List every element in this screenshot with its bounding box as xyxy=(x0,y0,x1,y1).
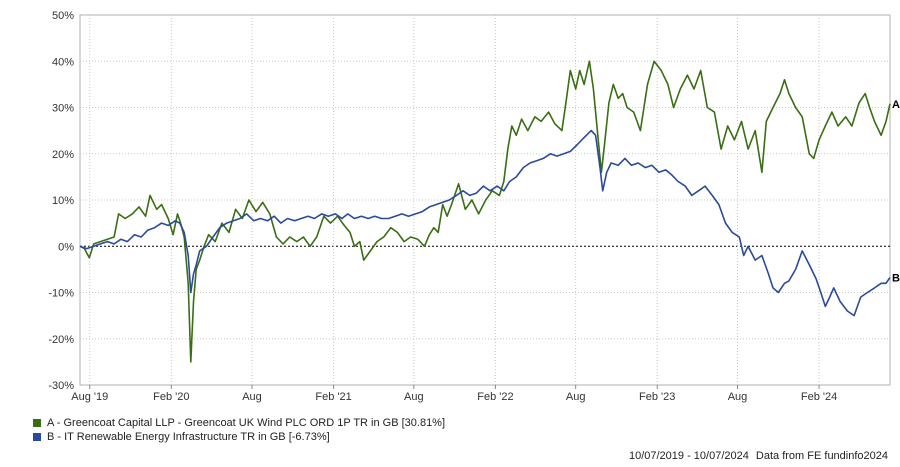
series-line-a xyxy=(79,60,891,363)
legend-label-b: B - IT Renewable Energy Infrastructure T… xyxy=(47,431,330,443)
footer-date-range: 10/07/2019 - 10/07/2024 xyxy=(628,450,749,462)
legend-swatch-a xyxy=(33,419,41,427)
legend-item-a: A - Greencoat Capital LLP - Greencoat UK… xyxy=(33,416,445,430)
chart-footer: 10/07/2019 - 10/07/2024 Data from FE fun… xyxy=(0,450,888,462)
legend-item-b: B - IT Renewable Energy Infrastructure T… xyxy=(33,430,445,444)
y-tick-label: 0% xyxy=(58,241,74,253)
x-tick-label: Feb '23 xyxy=(639,391,675,403)
x-tick-label: Feb '20 xyxy=(153,391,189,403)
x-tick-label: Feb '21 xyxy=(315,391,351,403)
legend-label-a: A - Greencoat Capital LLP - Greencoat UK… xyxy=(47,417,446,429)
x-tick-label: Feb '22 xyxy=(477,391,513,403)
series-line-b xyxy=(79,129,891,317)
series-end-label-a: A xyxy=(892,99,900,111)
y-tick-label: -10% xyxy=(48,288,74,300)
x-tick-label: Aug xyxy=(404,391,424,403)
y-tick-label: 20% xyxy=(52,149,74,161)
y-tick-label: 10% xyxy=(52,195,74,207)
y-tick-label: -20% xyxy=(48,334,74,346)
x-tick-label: Aug '19 xyxy=(71,391,108,403)
y-tick-label: 30% xyxy=(52,103,74,115)
series-end-label-b: B xyxy=(892,272,900,284)
y-tick-label: 40% xyxy=(52,56,74,68)
x-tick-label: Aug xyxy=(566,391,586,403)
chart-legend: A - Greencoat Capital LLP - Greencoat UK… xyxy=(33,416,445,444)
x-tick-label: Aug xyxy=(728,391,748,403)
y-tick-label: -30% xyxy=(48,380,74,392)
footer-source: Data from FE fundinfo2024 xyxy=(755,450,888,462)
y-tick-label: 50% xyxy=(52,10,74,22)
line-chart: 50% 40% 30% 20% 10% 0% -10% -20% -30%Aug '19 Feb … xyxy=(48,10,900,403)
x-tick-label: Feb '24 xyxy=(801,391,837,403)
legend-swatch-b xyxy=(33,433,41,441)
x-tick-label: Aug xyxy=(242,391,262,403)
